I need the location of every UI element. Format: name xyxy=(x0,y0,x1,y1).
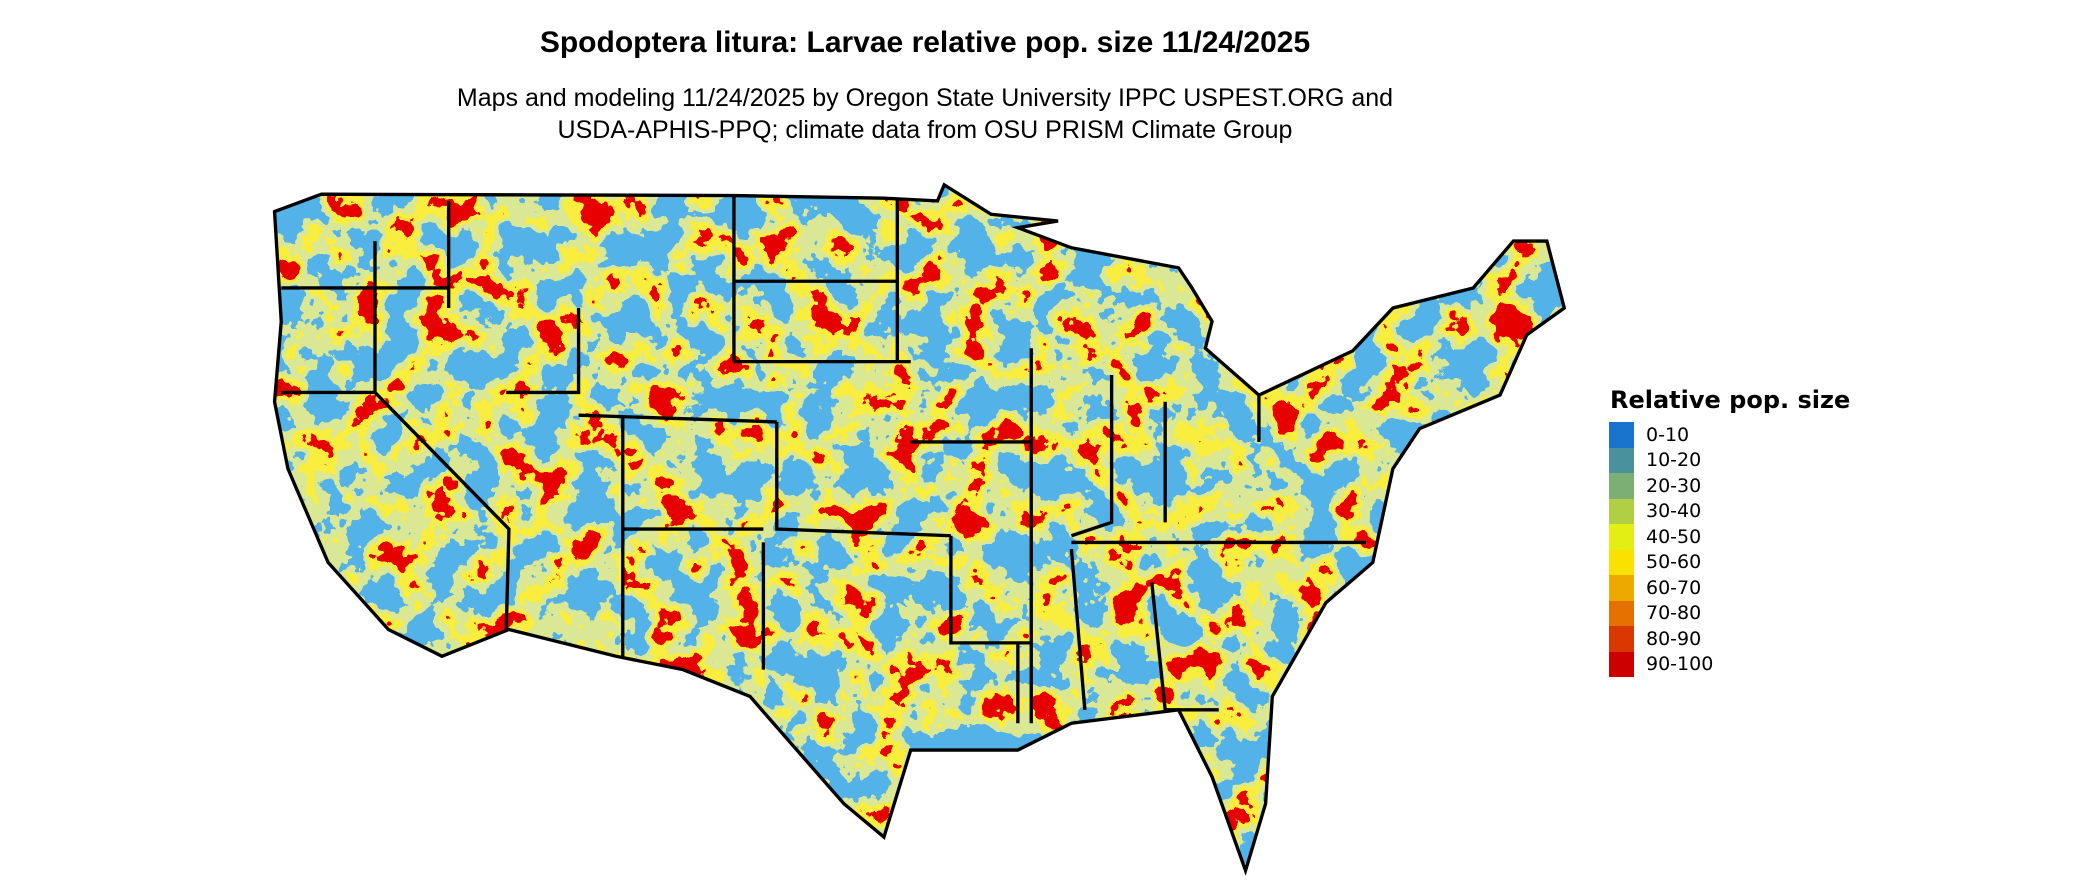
legend-item: 80-90 xyxy=(1609,626,1713,652)
map-title: Spodoptera litura: Larvae relative pop. … xyxy=(539,26,1311,59)
legend-item: 20-30 xyxy=(1609,473,1713,499)
legend-label: 10-20 xyxy=(1646,449,1702,472)
legend-item: 50-60 xyxy=(1609,549,1713,575)
legend-item: 90-100 xyxy=(1609,651,1714,677)
legend-label: 80-90 xyxy=(1646,627,1702,650)
legend-label: 40-50 xyxy=(1646,525,1702,548)
legend-swatch xyxy=(1609,626,1634,652)
legend-swatch xyxy=(1609,473,1634,499)
legend-item: 60-70 xyxy=(1609,575,1713,601)
legend-swatch xyxy=(1609,447,1634,473)
legend: 0-10 10-20 20-30 30-40 40-50 50-60 60-70 70-80 8… xyxy=(1609,422,1713,677)
map-subtitle-line2: USDA-APHIS-PPQ; climate data from OSU PR… xyxy=(557,116,1293,144)
legend-swatch xyxy=(1609,600,1634,626)
legend-label: 30-40 xyxy=(1646,500,1702,523)
legend-swatch xyxy=(1609,575,1634,601)
state-borders xyxy=(272,182,1567,876)
legend-label: 60-70 xyxy=(1646,576,1702,599)
legend-swatch xyxy=(1609,422,1634,448)
legend-item: 10-20 xyxy=(1609,447,1713,473)
legend-item: 0-10 xyxy=(1609,422,1713,448)
legend-title: Relative pop. size xyxy=(1610,386,1851,414)
legend-label: 90-100 xyxy=(1646,653,1714,676)
legend-label: 70-80 xyxy=(1646,602,1702,625)
legend-item: 30-40 xyxy=(1609,498,1713,524)
legend-swatch xyxy=(1609,549,1634,575)
legend-swatch xyxy=(1609,524,1634,550)
legend-label: 20-30 xyxy=(1646,474,1702,497)
legend-item: 40-50 xyxy=(1609,524,1713,550)
map-subtitle-line1: Maps and modeling 11/24/2025 by Oregon S… xyxy=(456,84,1394,112)
legend-swatch xyxy=(1609,498,1634,524)
legend-label: 0-10 xyxy=(1646,423,1690,446)
legend-swatch xyxy=(1609,651,1634,677)
legend-label: 50-60 xyxy=(1646,551,1702,574)
legend-item: 70-80 xyxy=(1609,600,1713,626)
